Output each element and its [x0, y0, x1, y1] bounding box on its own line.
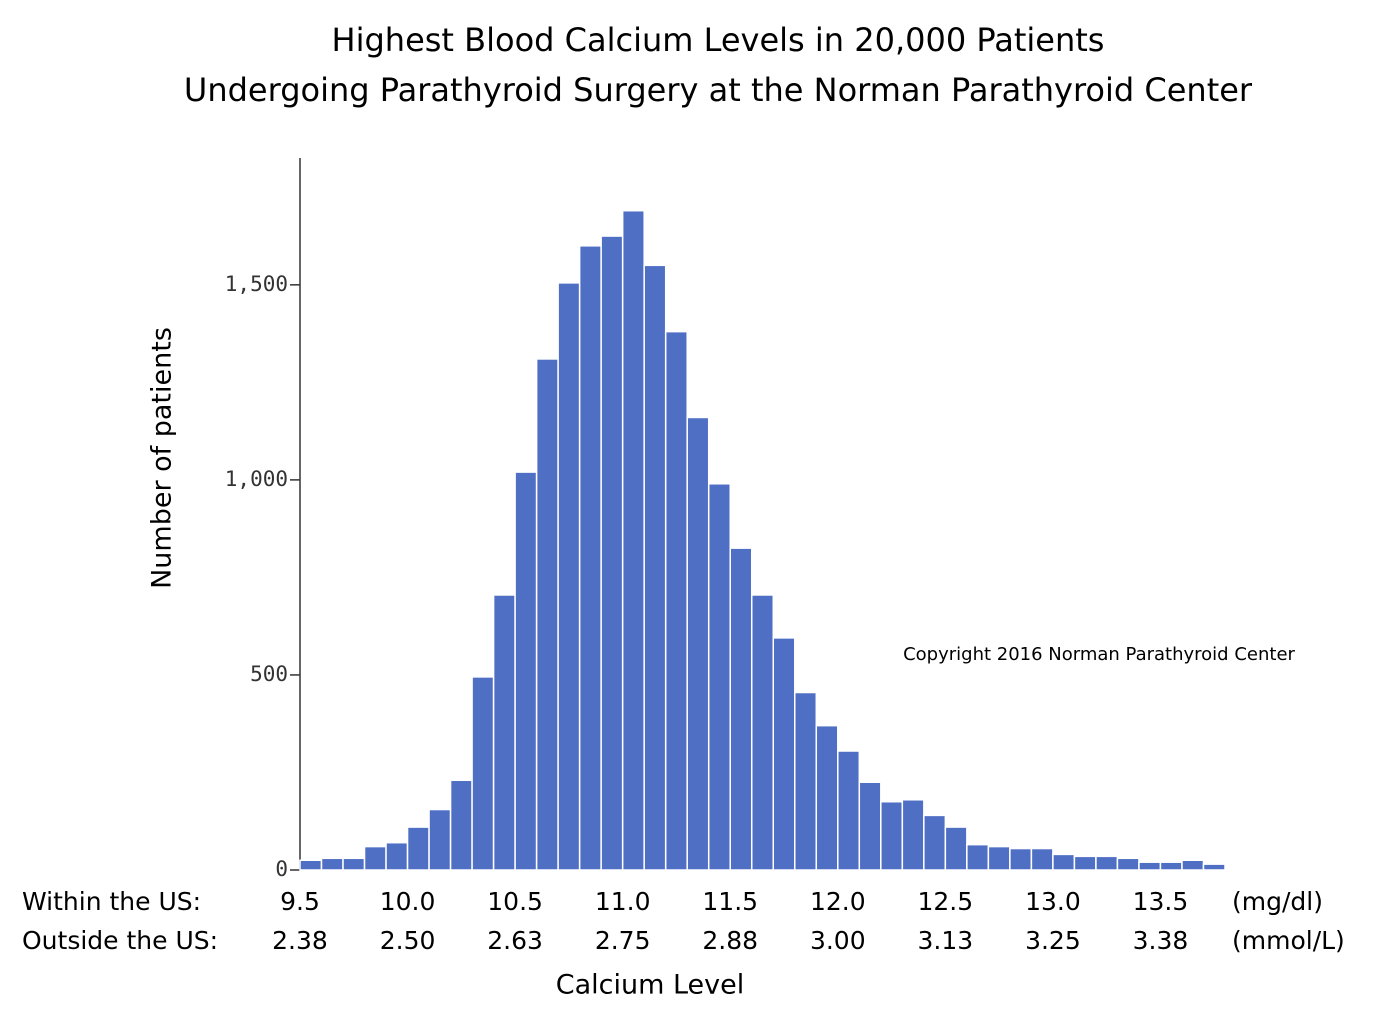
bar [299, 859, 323, 871]
bar [600, 235, 624, 871]
bar [837, 750, 861, 871]
y-tick-label: 500 [250, 662, 288, 686]
x-tick-label: 13.5 [1133, 887, 1189, 916]
chart-title: Undergoing Parathyroid Surgery at the No… [184, 71, 1253, 109]
bar [664, 330, 688, 871]
x-axis-label: Calcium Level [556, 970, 745, 1001]
x2-tick-label: 2.75 [595, 926, 651, 955]
x-tick-label: 10.5 [487, 887, 543, 916]
bar [1159, 861, 1183, 871]
y-tick-label: 0 [275, 857, 288, 881]
bar [385, 841, 409, 871]
bar [1052, 853, 1076, 871]
y-axis-label: Number of patients [147, 327, 178, 589]
bar [858, 781, 882, 871]
x-unit: (mg/dl) [1232, 887, 1323, 916]
bar [750, 594, 775, 871]
bar [944, 826, 968, 871]
bar [923, 814, 947, 871]
bar [363, 845, 387, 871]
chart-title: Highest Blood Calcium Levels in 20,000 P… [332, 21, 1105, 59]
bar [987, 845, 1011, 871]
bar [686, 416, 710, 871]
bar [428, 808, 452, 871]
x2-tick-label: 2.38 [272, 926, 328, 955]
bar [578, 245, 602, 871]
bar [1009, 847, 1033, 871]
y-tick-label: 1,000 [225, 467, 288, 491]
x-tick-label: 11.0 [595, 887, 651, 916]
bar [406, 826, 430, 871]
bar [471, 676, 495, 871]
x2-tick-label: 3.38 [1133, 926, 1189, 955]
bar [772, 637, 796, 871]
bar [514, 471, 538, 871]
x2-row-label: Outside the US: [22, 926, 218, 955]
x-tick-label: 9.5 [280, 887, 320, 916]
bar [492, 594, 516, 871]
bar [1138, 861, 1162, 871]
bar [1202, 863, 1226, 871]
x-tick-label: 10.0 [380, 887, 436, 916]
bar [815, 724, 839, 871]
x-tick-label: 12.0 [810, 887, 866, 916]
bar [557, 282, 581, 871]
x-tick-label: 11.5 [702, 887, 758, 916]
x2-tick-label: 2.63 [487, 926, 543, 955]
bar [1116, 857, 1140, 871]
bar [1030, 847, 1054, 871]
bar [643, 264, 667, 871]
bar [794, 691, 818, 871]
x2-tick-label: 3.25 [1025, 926, 1081, 955]
bar [535, 358, 559, 871]
y-tick-label: 1,500 [225, 272, 288, 296]
annotation: Copyright 2016 Norman Parathyroid Center [903, 644, 1295, 665]
bar [707, 483, 731, 871]
bar [320, 857, 344, 871]
bar [342, 857, 366, 871]
x2-unit: (mmol/L) [1232, 926, 1345, 955]
x-row-label: Within the US: [22, 887, 201, 916]
bar [449, 779, 473, 871]
x2-tick-label: 3.00 [810, 926, 866, 955]
bar [901, 799, 925, 871]
bar [880, 800, 904, 871]
x-tick-label: 12.5 [918, 887, 974, 916]
bar [1181, 859, 1205, 871]
bar [1073, 855, 1097, 871]
bar [1095, 855, 1119, 871]
bar [966, 843, 990, 871]
bar [729, 547, 753, 871]
x2-tick-label: 2.50 [380, 926, 436, 955]
bar [621, 209, 645, 871]
x-tick-label: 13.0 [1025, 887, 1081, 916]
x2-tick-label: 3.13 [918, 926, 974, 955]
x2-tick-label: 2.88 [702, 926, 758, 955]
